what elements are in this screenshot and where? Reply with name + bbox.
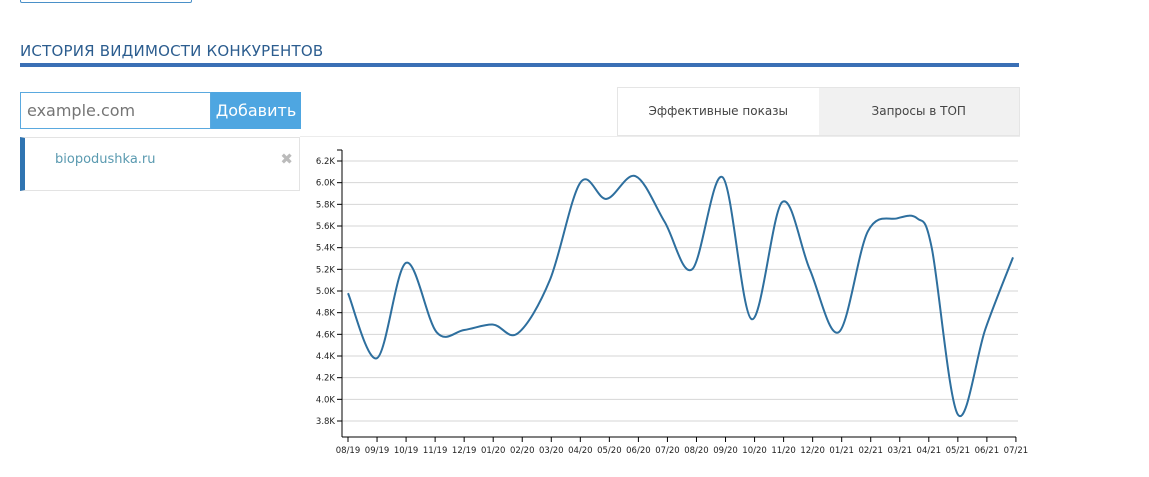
add-button[interactable]: Добавить [211, 92, 301, 129]
y-tick-label: 5.6K [316, 222, 336, 232]
x-tick-label: 03/20 [539, 446, 564, 456]
y-tick-label: 4.8K [316, 309, 336, 319]
tab-effective-impressions[interactable]: Эффективные показы [648, 104, 789, 118]
page-title: ИСТОРИЯ ВИДИМОСТИ КОНКУРЕНТОВ [20, 42, 324, 60]
tab-top-queries[interactable]: Запросы в ТОП [818, 88, 1019, 135]
x-tick-label: 04/20 [568, 446, 593, 456]
y-tick-label: 3.8K [316, 417, 336, 427]
x-tick-label: 06/21 [975, 446, 1000, 456]
x-tick-label: 04/21 [917, 446, 942, 456]
metric-tabs: Эффективные показы Запросы в ТОП [617, 87, 1020, 136]
domain-input[interactable] [20, 92, 211, 129]
x-tick-label: 08/20 [684, 446, 709, 456]
x-tick-label: 11/19 [423, 446, 448, 456]
y-tick-label: 4.6K [316, 330, 336, 340]
y-tick-label: 6.0K [316, 179, 336, 189]
y-tick-label: 6.2K [316, 157, 336, 167]
x-tick-label: 09/20 [713, 446, 738, 456]
series-line [347, 175, 1014, 418]
y-tick-label: 5.2K [316, 265, 336, 275]
x-tick-label: 02/20 [510, 446, 535, 456]
x-tick-label: 01/21 [829, 446, 854, 456]
y-tick-label: 5.0K [316, 287, 336, 297]
competitor-item[interactable]: biopodushka.ru ✖ [20, 137, 300, 191]
x-tick-label: 05/20 [597, 446, 622, 456]
x-tick-label: 11/20 [771, 446, 796, 456]
chart-top-border [300, 136, 1020, 137]
visibility-chart: 3.8K 4.0K 4.2K 4.4K 4.6K 4.8K 5.0K 5.2K 5.4K 5.6K… [316, 149, 1028, 456]
close-icon[interactable]: ✖ [280, 150, 293, 168]
x-tick-label: 08/19 [336, 446, 361, 456]
y-tick-label: 4.0K [316, 395, 336, 405]
x-tick-label: 01/20 [481, 446, 506, 456]
y-tick-label: 5.4K [316, 244, 336, 254]
x-tick-label: 07/20 [655, 446, 680, 456]
top-button[interactable] [20, 0, 192, 3]
x-tick-label: 12/20 [800, 446, 825, 456]
x-tick-label: 02/21 [858, 446, 883, 456]
x-tick-label: 10/20 [742, 446, 767, 456]
competitor-domain: biopodushka.ru [55, 152, 156, 167]
y-tick-label: 4.4K [316, 352, 336, 362]
x-tick-label: 06/20 [626, 446, 651, 456]
x-tick-label: 03/21 [888, 446, 913, 456]
x-tick-label: 05/21 [946, 446, 971, 456]
x-tick-label: 10/19 [394, 446, 419, 456]
x-tick-label: 07/21 [1004, 446, 1028, 456]
x-tick-label: 09/19 [365, 446, 390, 456]
y-tick-label: 4.2K [316, 374, 336, 384]
title-divider [20, 63, 1019, 67]
y-tick-label: 5.8K [316, 200, 336, 210]
x-tick-label: 12/19 [452, 446, 477, 456]
